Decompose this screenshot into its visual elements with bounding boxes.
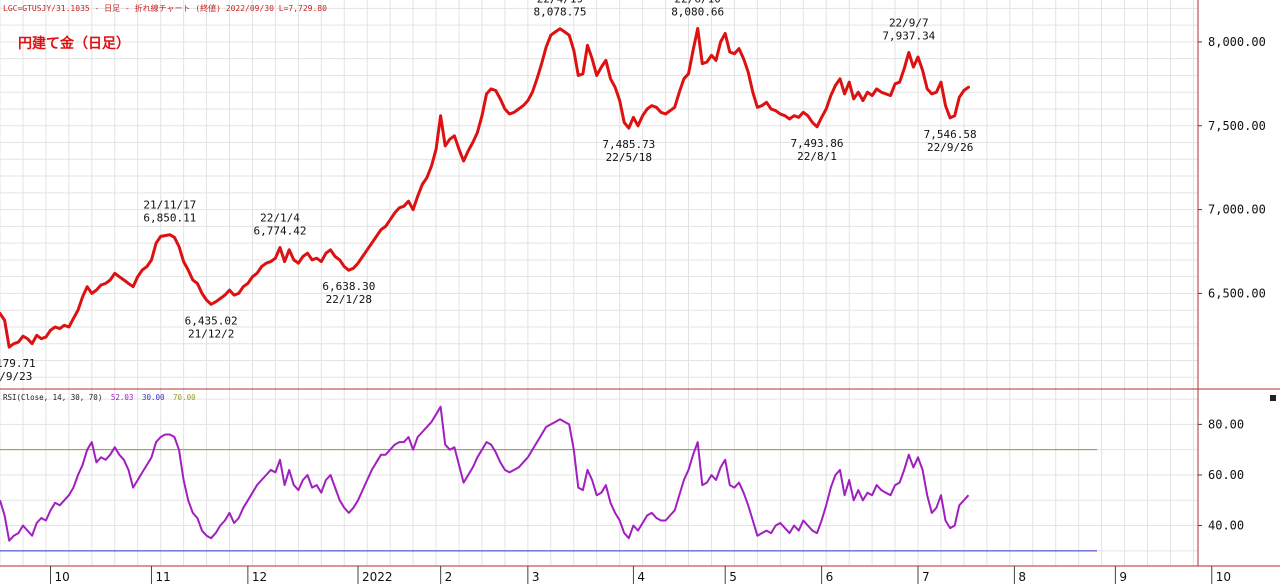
annotation-label: 6,638.30 — [322, 280, 375, 293]
rsi-header: RSI(Close, 14, 30, 70) 52.03 30.00 70.00 — [3, 393, 196, 402]
rsi-value-3: 70.00 — [173, 393, 196, 402]
annotation-label: 21/12/2 — [188, 327, 234, 340]
x-tick-label: 12 — [252, 570, 267, 584]
axis-labels: 6,500.00 7,000.00 7,500.00 8,000.00 40.00 60.… — [49, 35, 1266, 584]
annotation-label: 6,435.02 — [185, 314, 238, 327]
x-tick-label: 10 — [54, 570, 69, 584]
annotation-label: 8,080.66 — [671, 5, 724, 18]
x-tick-label: 5 — [729, 570, 737, 584]
annotation-label: 6,850.11 — [143, 212, 196, 225]
rsi-tick-label: 60.00 — [1208, 468, 1244, 482]
annotation-label: 7,546.58 — [924, 128, 977, 141]
annotation-label: 22/9/26 — [927, 141, 973, 154]
x-tick-label: 10 — [1216, 570, 1231, 584]
headers: LGC=GTUSJY/31.1035 - 日足 - 折れ線チャート (終値) 2… — [3, 3, 327, 402]
rsi-value-1: 52.03 — [111, 393, 134, 402]
grid-lines — [0, 0, 1198, 566]
annotation-label: 22/5/18 — [606, 151, 652, 164]
y-tick-label: 7,500.00 — [1208, 119, 1266, 133]
annotations: 6,179.7121/9/2321/11/176,850.116,435.022… — [0, 0, 977, 383]
x-tick-label: 8 — [1018, 570, 1026, 584]
x-tick-label: 6 — [826, 570, 834, 584]
x-tick-label: 4 — [637, 570, 645, 584]
x-tick-label: 7 — [922, 570, 930, 584]
annotation-label: 6,179.71 — [0, 357, 36, 370]
annotation-label: 22/6/10 — [675, 0, 721, 5]
annotation-label: 7,485.73 — [602, 138, 655, 151]
rsi-series-line — [0, 405, 970, 542]
panel-close-icon[interactable] — [1270, 395, 1276, 401]
annotation-label: 7,937.34 — [882, 29, 935, 42]
chart-frame — [0, 0, 1280, 567]
chart-title-line: LGC=GTUSJY/31.1035 - 日足 - 折れ線チャート (終値) 2… — [3, 3, 327, 13]
annotation-label: 8,078.75 — [533, 6, 586, 19]
rsi-reference-lines — [0, 449, 1097, 552]
annotation-label: 22/9/7 — [889, 16, 929, 29]
annotation-label: 22/8/1 — [797, 150, 837, 163]
x-tick-label: 2022 — [362, 570, 393, 584]
x-tick-label: 11 — [155, 570, 170, 584]
annotation-label: 6,774.42 — [254, 224, 307, 237]
y-tick-label: 7,000.00 — [1208, 203, 1266, 217]
x-tick-label: 9 — [1119, 570, 1127, 584]
annotation-label: 21/9/23 — [0, 370, 32, 383]
rsi-header-prefix: RSI(Close, 14, 30, 70) — [3, 393, 102, 402]
annotation-label: 22/1/28 — [326, 293, 372, 306]
annotation-label: 22/1/4 — [260, 211, 300, 224]
series-label: 円建て金（日足） — [18, 35, 130, 52]
rsi-tick-label: 80.00 — [1208, 417, 1244, 431]
y-tick-label: 8,000.00 — [1208, 35, 1266, 49]
annotation-label: 7,493.86 — [791, 137, 844, 150]
rsi-tick-label: 40.00 — [1208, 519, 1244, 533]
annotation-label: 22/4/19 — [537, 0, 583, 6]
price-series-line — [0, 27, 970, 349]
series-lines — [0, 27, 970, 542]
y-tick-label: 6,500.00 — [1208, 286, 1266, 300]
x-tick-label: 2 — [445, 570, 453, 584]
annotation-label: 21/11/17 — [143, 199, 196, 212]
x-tick-label: 3 — [532, 570, 540, 584]
rsi-value-2: 30.00 — [142, 393, 165, 402]
